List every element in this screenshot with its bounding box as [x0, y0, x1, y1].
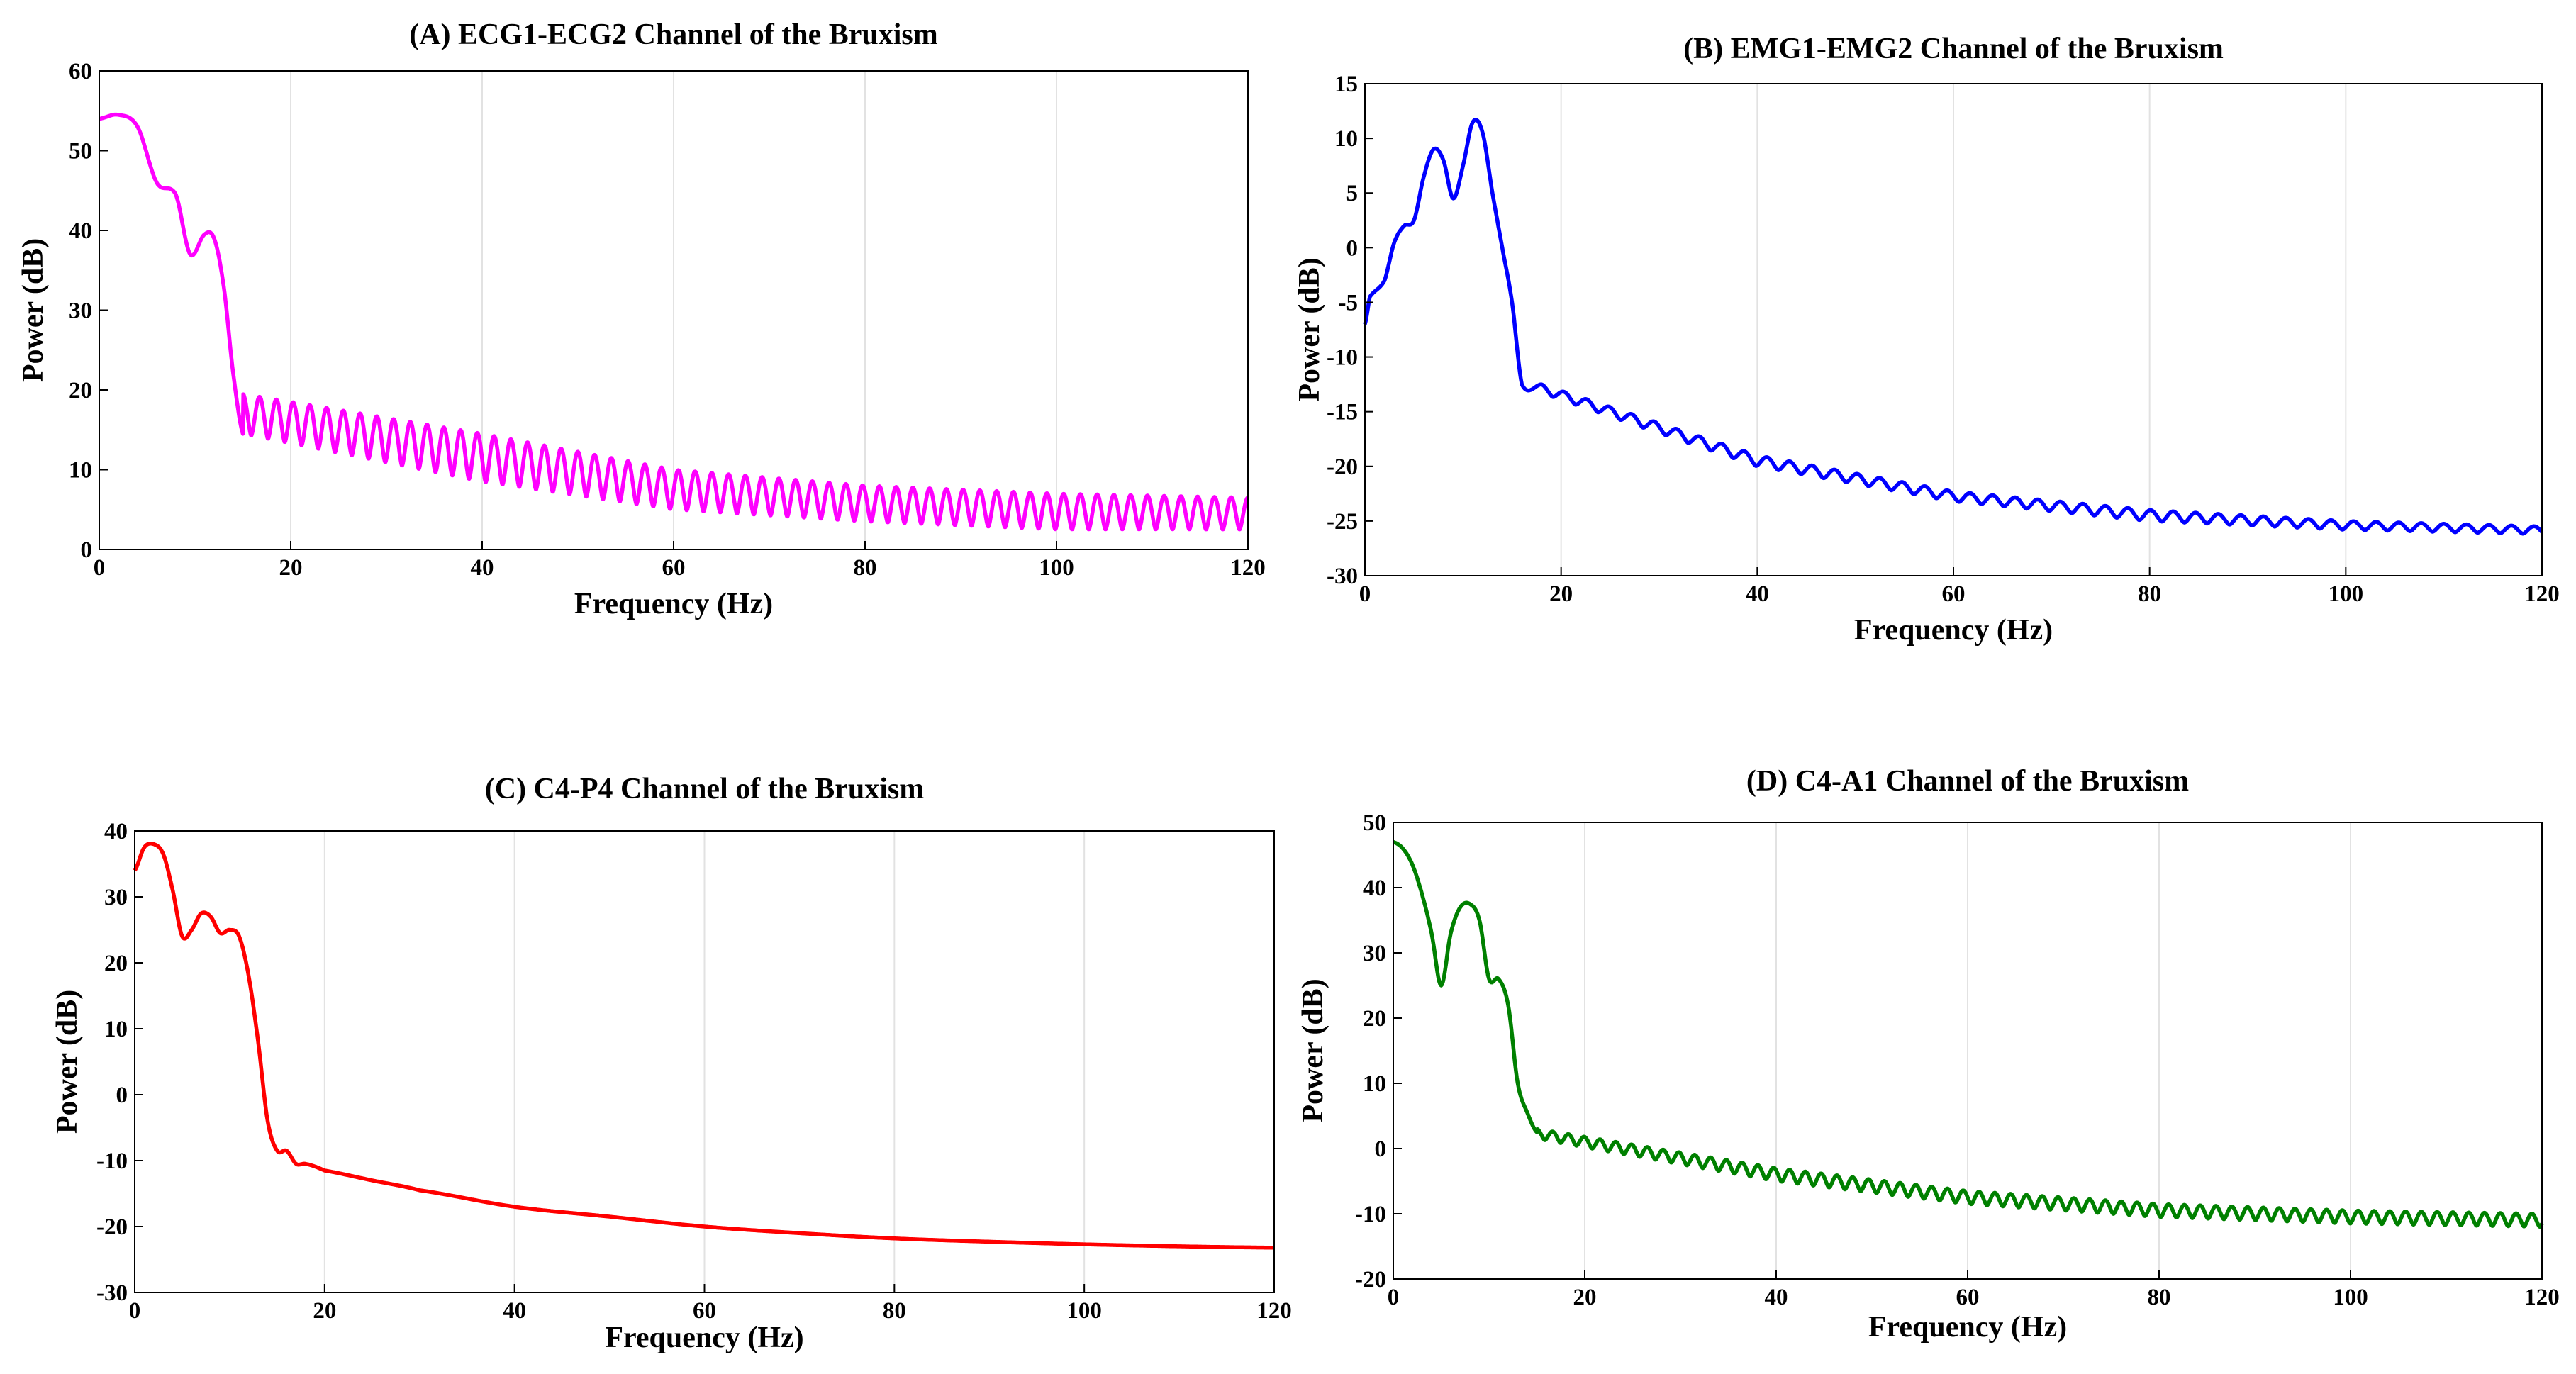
y-tick-label: -5 — [1339, 290, 1359, 315]
x-axis-label: Frequency (Hz) — [605, 1322, 803, 1354]
ecg-power-spectrum-chart: 0 20 40 60 80 100 120 0 10 20 30 40 50 60 (A) ECG1-ECG… — [17, 18, 1266, 620]
series-line-c4-a1 — [1392, 840, 2544, 1229]
x-tick-label: 40 — [1746, 581, 1769, 607]
y-tick-label: 10 — [69, 458, 92, 484]
x-axis-label: Frequency (Hz) — [1854, 614, 2053, 647]
chart-title: (C) C4-P4 Channel of the Bruxism — [485, 773, 924, 805]
x-axis-label: Frequency (Hz) — [1868, 1311, 2067, 1344]
x-tick-label: 100 — [2329, 581, 2364, 607]
x-tick-label: 80 — [883, 1298, 906, 1324]
chart-title: (D) C4-A1 Channel of the Bruxism — [1746, 765, 2189, 798]
x-tick-label: 120 — [1256, 1298, 1292, 1324]
x-tick-label: 80 — [2138, 581, 2161, 607]
x-tick-label: 80 — [854, 555, 877, 581]
x-tick-label: 60 — [662, 555, 686, 581]
y-tick-label: 0 — [81, 537, 93, 563]
chart-panel-a: 0 20 40 60 80 100 120 0 10 20 30 40 50 60 (A) ECG1-ECG… — [0, 0, 1276, 638]
c4-p4-power-spectrum-chart: 0 20 40 60 80 100 120 -30 -20 -10 0 10 20 30 40 (C) C4-… — [51, 773, 1292, 1354]
y-tick-label: -20 — [1327, 454, 1358, 480]
x-tick-label: 80 — [2148, 1285, 2171, 1310]
y-tick-label: 5 — [1346, 181, 1359, 206]
y-tick-label: 20 — [104, 951, 128, 976]
x-tick-label: 0 — [129, 1298, 141, 1324]
x-tick-label: 0 — [94, 555, 106, 581]
y-tick-label: -10 — [1355, 1202, 1386, 1227]
y-tick-label: 30 — [1363, 941, 1386, 966]
chart-title: (A) ECG1-ECG2 Channel of the Bruxism — [409, 18, 938, 51]
y-tick-label: -20 — [96, 1214, 128, 1240]
y-tick-label: -10 — [96, 1149, 128, 1174]
y-tick-label: 20 — [1363, 1006, 1386, 1032]
x-tick-label: 40 — [1765, 1285, 1788, 1310]
y-tick-label: -15 — [1327, 400, 1358, 425]
x-tick-label: 60 — [693, 1298, 716, 1324]
x-tick-label: 20 — [1573, 1285, 1597, 1310]
y-tick-label: 30 — [104, 885, 128, 910]
chart-title: (B) EMG1-EMG2 Channel of the Bruxism — [1683, 33, 2224, 65]
y-tick-label: -10 — [1327, 345, 1358, 371]
y-tick-label: -25 — [1327, 509, 1358, 535]
chart-panel-c: 0 20 40 60 80 100 120 -30 -20 -10 0 10 20 30 40 (C) C4-… — [0, 737, 1298, 1374]
x-tick-label: 120 — [2524, 581, 2560, 607]
x-tick-label: 20 — [1549, 581, 1573, 607]
y-tick-label: 10 — [104, 1017, 128, 1042]
x-axis-label: Frequency (Hz) — [574, 588, 773, 620]
y-tick-label: 40 — [69, 218, 92, 244]
x-tick-label: 40 — [471, 555, 494, 581]
emg-power-spectrum-chart: 0 20 40 60 80 100 120 -30 -25 -20 -15 -10 -5 0 5 10 15 (B… — [1293, 33, 2560, 647]
x-tick-label: 120 — [2524, 1285, 2560, 1310]
x-tick-label: 20 — [279, 555, 303, 581]
x-tick-label: 120 — [1230, 555, 1266, 581]
x-tick-label: 0 — [1359, 581, 1371, 607]
c4-a1-power-spectrum-chart: 0 20 40 60 80 100 120 -20 -10 0 10 20 30 40 50 (D) C4-A… — [1297, 765, 2560, 1344]
y-tick-label: -30 — [1327, 564, 1358, 589]
y-tick-label: 0 — [1346, 235, 1359, 261]
chart-panel-d: 0 20 40 60 80 100 120 -20 -10 0 10 20 30 40 50 (D) C4-A… — [1276, 737, 2576, 1374]
y-axis-label: Power (dB) — [51, 990, 84, 1134]
chart-panel-b: 0 20 40 60 80 100 120 -30 -25 -20 -15 -10 -5 0 5 10 15 (B… — [1276, 0, 2576, 659]
y-axis-label: Power (dB) — [1297, 978, 1329, 1122]
x-tick-label: 100 — [1066, 1298, 1102, 1324]
y-tick-label: 0 — [1375, 1136, 1387, 1162]
x-tick-label: 100 — [2333, 1285, 2368, 1310]
y-tick-label: 60 — [69, 59, 92, 84]
y-tick-label: 10 — [1334, 126, 1358, 152]
y-tick-label: 50 — [69, 139, 92, 164]
x-tick-label: 0 — [1388, 1285, 1400, 1310]
y-tick-label: 40 — [104, 819, 128, 844]
y-tick-label: 10 — [1363, 1071, 1386, 1097]
x-tick-label: 100 — [1039, 555, 1074, 581]
y-tick-label: -20 — [1355, 1267, 1386, 1292]
y-tick-label: 15 — [1334, 72, 1358, 97]
x-tick-label: 20 — [313, 1298, 336, 1324]
y-tick-label: 40 — [1363, 876, 1386, 901]
x-tick-label: 40 — [503, 1298, 526, 1324]
y-axis-label: Power (dB) — [17, 238, 50, 382]
y-tick-label: -30 — [96, 1280, 128, 1306]
series-line-emg1-emg2 — [1363, 118, 2544, 536]
y-axis-label: Power (dB) — [1293, 257, 1326, 401]
x-tick-label: 60 — [1956, 1285, 1980, 1310]
x-tick-label: 60 — [1942, 581, 1966, 607]
y-tick-label: 0 — [116, 1083, 128, 1108]
y-tick-label: 20 — [69, 378, 92, 403]
y-tick-label: 30 — [69, 298, 92, 324]
series-line-ecg1-ecg2 — [98, 112, 1250, 532]
series-line-c4-p4 — [133, 841, 1276, 1250]
y-tick-label: 50 — [1363, 810, 1386, 836]
